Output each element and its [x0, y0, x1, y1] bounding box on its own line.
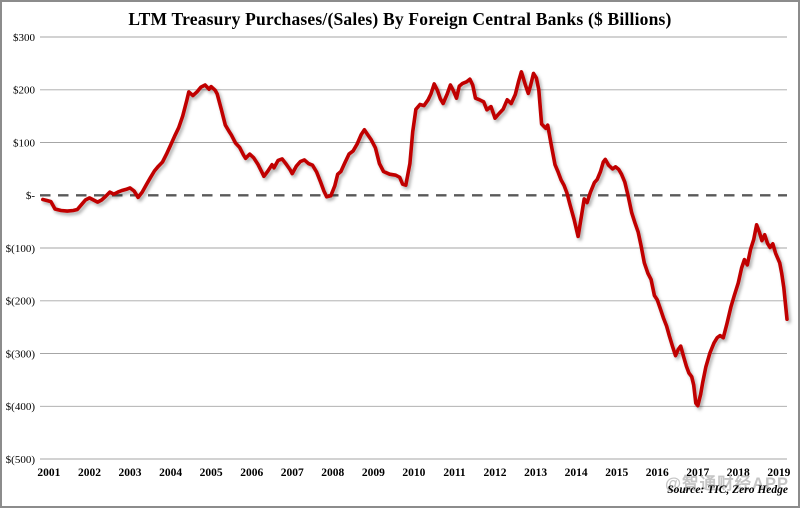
y-tick-label: $(400) [6, 401, 36, 413]
y-tick-label: $300 [13, 32, 36, 44]
series-line-treasury [41, 70, 789, 408]
x-tick-label: 2004 [159, 467, 182, 479]
x-tick-label: 2010 [402, 467, 425, 479]
source-note: Source: TIC, Zero Hedge [667, 484, 788, 496]
x-tick-label: 2016 [646, 467, 669, 479]
x-tick-label: 2006 [240, 467, 263, 479]
x-tick-label: 2005 [200, 467, 223, 479]
y-axis-labels: $300 $200 $100 $- $(100) $(200) $(300) $(400) $(… [6, 32, 36, 466]
watermark: @智通财经APP [664, 475, 789, 493]
gridlines [40, 36, 787, 460]
x-tick-label: 2008 [321, 467, 344, 479]
x-tick-label: 2009 [362, 467, 385, 479]
x-tick-label: 2001 [37, 467, 60, 479]
chart-title: LTM Treasury Purchases/(Sales) By Foreig… [128, 9, 672, 29]
y-tick-label: $(100) [6, 243, 36, 255]
x-tick-label: 2013 [524, 467, 547, 479]
x-tick-label: 2012 [484, 467, 507, 479]
y-tick-label: $100 [13, 137, 36, 149]
x-tick-label: 2002 [78, 467, 101, 479]
y-tick-label: $(300) [6, 348, 36, 360]
y-tick-label: $(500) [6, 454, 36, 466]
y-tick-label: $- [26, 190, 36, 202]
y-tick-label: $200 [13, 85, 36, 97]
x-tick-label: 2015 [605, 467, 628, 479]
y-tick-label: $(200) [6, 296, 36, 308]
x-tick-label: 2007 [281, 467, 304, 479]
x-tick-label: 2018 [727, 467, 750, 479]
x-tick-label: 2017 [686, 467, 709, 479]
x-axis-labels: 2001 2002 2003 2004 2005 2006 2007 2008 2009 2010… [37, 467, 790, 479]
x-tick-label: 2011 [443, 467, 466, 479]
x-tick-label: 2003 [119, 467, 142, 479]
x-tick-label: 2019 [767, 467, 790, 479]
x-tick-label: 2014 [565, 467, 588, 479]
